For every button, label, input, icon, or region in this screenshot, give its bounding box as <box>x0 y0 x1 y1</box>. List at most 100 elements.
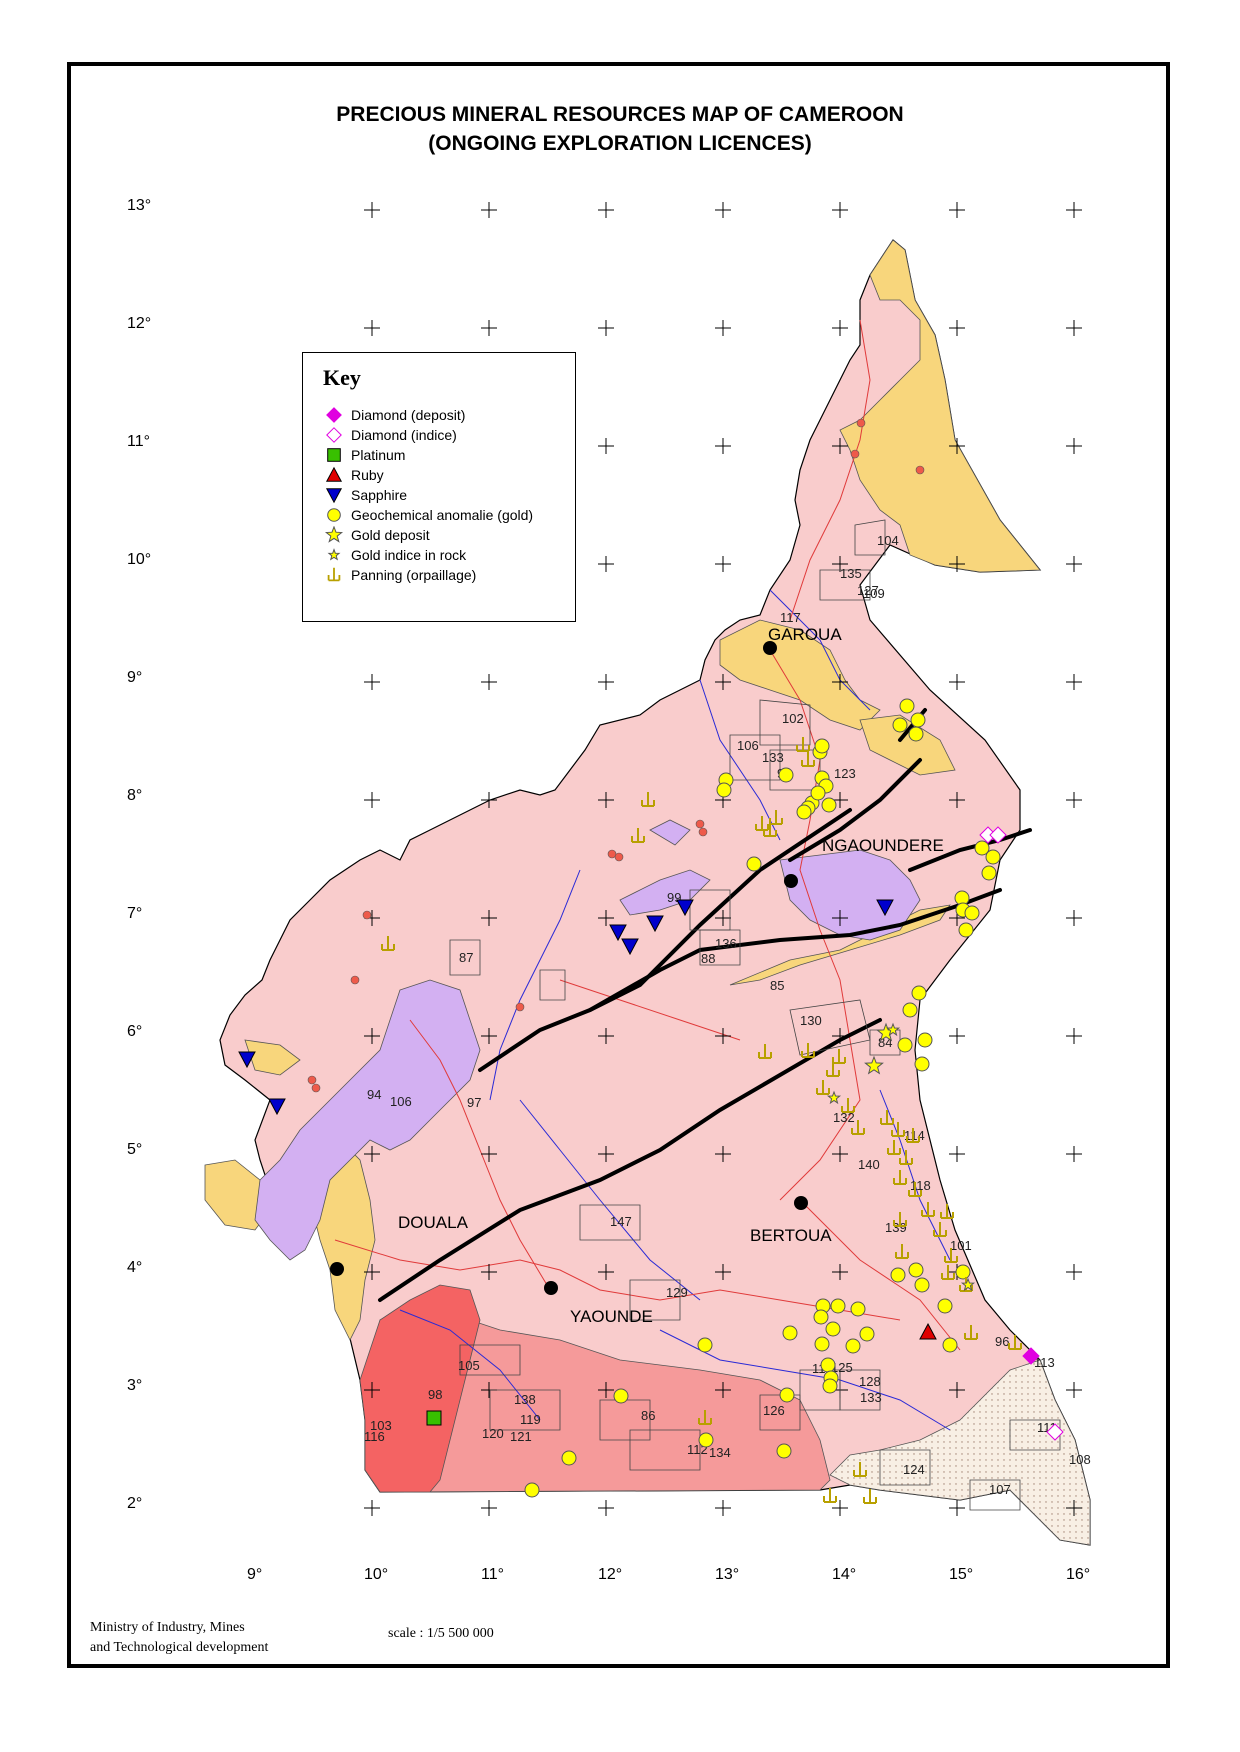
title-line-1: PRECIOUS MINERAL RESOURCES MAP OF CAMERO… <box>336 103 904 126</box>
panning-icon <box>895 1244 909 1259</box>
gold-anomaly-icon <box>814 1336 830 1352</box>
licence-number-label: 107 <box>989 1482 1011 1497</box>
gold-anomaly-icon <box>716 782 732 798</box>
city-marker <box>544 1281 558 1295</box>
gold-anomaly-icon <box>890 1267 906 1283</box>
licence-number-label: 85 <box>770 978 784 993</box>
latitude-label: 10° <box>127 551 152 568</box>
panning-icon <box>887 1140 901 1155</box>
gold-anomaly-icon <box>810 785 826 801</box>
licence-number-label: 124 <box>903 1462 925 1477</box>
sapphire-icon <box>646 915 664 933</box>
gold-anomaly-icon <box>327 508 341 522</box>
licence-number-label: 116 <box>364 1429 385 1444</box>
panning-icon <box>769 810 783 825</box>
latitude-label: 12° <box>127 315 152 332</box>
key-row: Gold indice in rock <box>323 545 466 565</box>
panning-icon <box>327 567 341 582</box>
licence-number-label: 133 <box>860 1390 882 1405</box>
sapphire-icon <box>238 1051 256 1069</box>
panning-icon <box>698 1410 712 1425</box>
platinum-icon <box>327 448 341 462</box>
gold-anomaly-icon <box>813 1309 829 1325</box>
gold-anomaly-icon <box>825 1321 841 1337</box>
longitude-label: 12° <box>598 1566 623 1583</box>
panning-icon <box>832 1049 846 1064</box>
licence-number-label: 106 <box>390 1094 412 1109</box>
licence-number-label: 147 <box>610 1214 632 1229</box>
licence-number-label: 121 <box>510 1429 532 1444</box>
sapphire-icon <box>609 924 627 942</box>
latitude-label: 2° <box>127 1495 143 1512</box>
panning-icon <box>801 752 815 767</box>
gold-anomaly-icon <box>910 712 926 728</box>
licence-number-label: 108 <box>1069 1452 1091 1467</box>
map-key-legend: Key Diamond (deposit) Diamond (indice) Pla… <box>302 352 576 622</box>
gold-anomaly-icon <box>821 797 837 813</box>
licence-number-label: 130 <box>800 1013 822 1028</box>
gold-anomaly-icon <box>914 1056 930 1072</box>
gold-indice-icon <box>960 1277 976 1292</box>
gold-anomaly-icon <box>822 1378 838 1394</box>
panning-icon <box>816 1080 830 1095</box>
footer-scale: scale : 1/5 500 000 <box>388 1626 494 1641</box>
licence-boundaries <box>449 519 1061 1511</box>
gold-anomaly-icon <box>814 738 830 754</box>
city-marker <box>794 1196 808 1210</box>
gold-anomaly-icon <box>985 849 1001 865</box>
gold-anomaly-icon <box>698 1432 714 1448</box>
sapphire-icon <box>876 899 894 917</box>
gold-indice-icon <box>885 1022 901 1037</box>
panning-icon <box>940 1204 954 1219</box>
volcanic-spot <box>307 1075 317 1085</box>
panning-icon <box>381 936 395 951</box>
licence-number-label: 103 <box>370 1418 392 1433</box>
licence-number-label: 131 <box>0 0 22 3</box>
key-label: Geochemical anomalie (gold) <box>351 507 534 523</box>
licence-number-label: 101 <box>950 1238 972 1253</box>
longitude-label: 14° <box>832 1566 857 1583</box>
latitude-label: 8° <box>127 787 143 804</box>
sapphire-icon <box>621 938 639 956</box>
latitude-label: 7° <box>127 905 143 922</box>
key-row: Sapphire <box>323 485 407 505</box>
licence-number-label: 87 <box>459 950 473 965</box>
gold-anomaly-icon <box>561 1450 577 1466</box>
ngaoundere-granite-zone <box>779 849 921 941</box>
city-label: GAROUA <box>768 625 842 644</box>
small-granite-zone <box>649 819 691 846</box>
benoue-sediment-zone <box>859 714 956 776</box>
gold-anomaly-icon <box>981 865 997 881</box>
gold-anomaly-icon <box>937 1298 953 1314</box>
city-label: BERTOUA <box>750 1226 832 1245</box>
city-marker <box>330 1262 344 1276</box>
longitude-label: 11° <box>481 1566 505 1583</box>
gold-deposit-icon <box>324 526 344 543</box>
panning-icon <box>944 1248 958 1263</box>
gold-anomaly-icon <box>820 1357 836 1373</box>
city-marker <box>784 874 798 888</box>
city-label: NGAOUNDERE <box>822 836 944 855</box>
south-dark-red-zone <box>359 1284 481 1493</box>
licence-number-label: 134 <box>709 1445 731 1460</box>
key-row: Panning (orpaillage) <box>323 565 476 585</box>
licence-number-label: 94 <box>367 1087 381 1102</box>
gold-anomaly-icon <box>914 1277 930 1293</box>
west-granite-zone <box>254 979 481 1261</box>
licence-number-label: 105 <box>458 1358 480 1373</box>
city-label: YAOUNDE <box>570 1307 653 1326</box>
diamond-deposit-icon <box>1022 1347 1040 1365</box>
gold-anomaly-icon <box>830 1298 846 1314</box>
diamond-indice-icon <box>326 427 342 443</box>
city-marker <box>763 641 777 655</box>
licence-number-label: 136 <box>715 936 737 951</box>
volcanic-spot <box>915 465 925 475</box>
licence-number-label: 113 <box>1034 1355 1055 1370</box>
ruby-icon <box>919 1322 937 1340</box>
licence-number-label: 132 <box>833 1110 855 1125</box>
longitude-label: 10° <box>364 1566 389 1583</box>
roads-layer <box>334 319 961 1351</box>
gold-anomaly-icon <box>908 726 924 742</box>
key-row: Ruby <box>323 465 384 485</box>
